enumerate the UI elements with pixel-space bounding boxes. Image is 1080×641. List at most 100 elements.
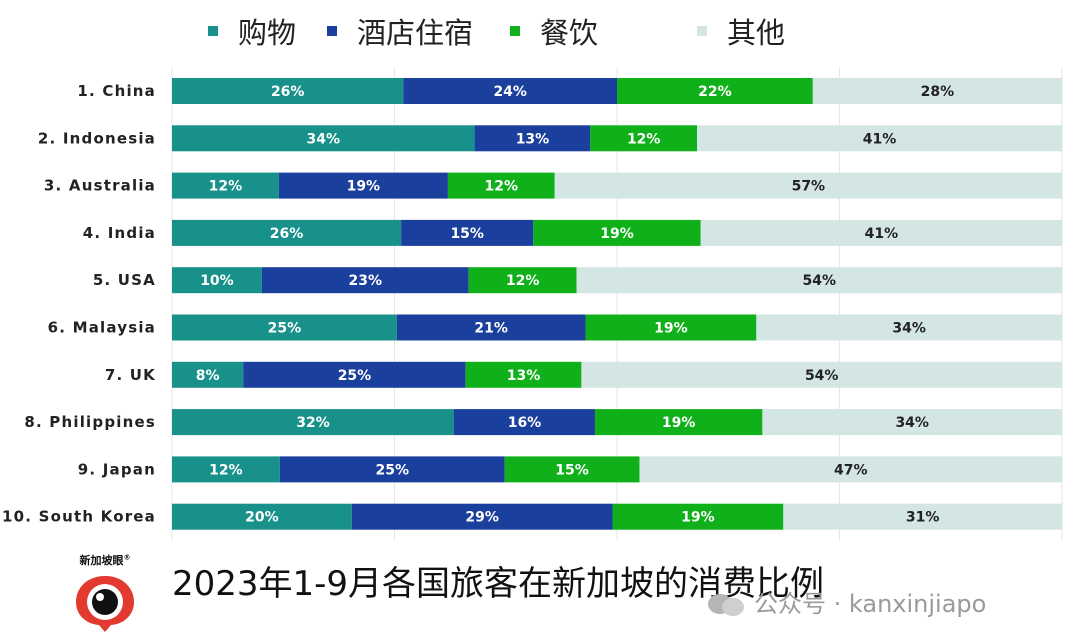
category-label: 5. USA (93, 271, 156, 289)
data-label: 26% (271, 84, 305, 100)
data-label: 24% (493, 84, 527, 100)
data-label: 13% (516, 131, 550, 147)
data-label: 22% (698, 84, 732, 100)
bar-segment (756, 314, 1062, 341)
bar-segment (172, 125, 475, 152)
logo-text: 新加坡眼® (79, 553, 131, 567)
data-label: 21% (474, 321, 508, 337)
bar-segment (279, 456, 505, 483)
legend-swatch (697, 26, 707, 36)
data-label: 15% (555, 462, 589, 478)
bar-segment (172, 314, 397, 341)
watermark: 公众号 · kanxinjiapo (706, 584, 986, 619)
bar-segment (243, 361, 466, 388)
bar-segment (172, 456, 280, 483)
data-label: 19% (681, 510, 715, 526)
data-label: 8% (196, 368, 220, 384)
bar-segment (594, 409, 763, 436)
category-label: 2. Indonesia (38, 129, 156, 147)
bar-segment (590, 125, 698, 152)
wechat-icon (708, 594, 744, 616)
bar-segment (697, 125, 1062, 152)
bar-segment (617, 78, 813, 104)
category-labels: 1. China 2. Indonesia 3. Australia 4. India… (2, 82, 156, 526)
bar-segment (172, 361, 244, 388)
data-label: 12% (485, 179, 519, 195)
data-label: 15% (450, 226, 484, 242)
bar-segment (396, 314, 586, 341)
data-label: 23% (349, 273, 383, 289)
bar-segment (585, 314, 757, 341)
data-label: 12% (209, 462, 243, 478)
bar-segment (403, 78, 617, 104)
bar-segment (278, 172, 448, 199)
data-label: 41% (865, 226, 899, 242)
bar-segment (351, 503, 613, 530)
bar-segment (172, 172, 279, 199)
category-label: 6. Malaysia (48, 319, 156, 337)
bars: 26% 24% 22% 28% 34% 13% 12% 41% 12% 19% 12% 57% 26% 1… (172, 78, 1062, 530)
data-label: 26% (270, 226, 304, 242)
bar-segment (612, 503, 784, 530)
data-label: 12% (506, 273, 540, 289)
bar-segment (172, 409, 454, 436)
data-label: 19% (600, 226, 634, 242)
data-label: 10% (200, 273, 234, 289)
bar-segment (581, 361, 1062, 388)
legend-label: 餐饮 (540, 16, 598, 50)
data-label: 25% (268, 321, 302, 337)
site-logo: 新加坡眼® (72, 552, 138, 632)
legend-label: 其他 (727, 16, 785, 50)
legend-swatch (208, 26, 218, 36)
category-label: 7. UK (105, 366, 156, 384)
category-label: 8. Philippines (24, 413, 156, 431)
bar-segment (504, 456, 640, 483)
bar-segment (812, 78, 1062, 104)
category-label: 1. China (77, 82, 156, 100)
data-label: 47% (834, 462, 868, 478)
bar-segment (172, 219, 402, 246)
category-label: 4. India (83, 224, 156, 242)
category-label: 9. Japan (78, 460, 156, 478)
bar-segment (447, 172, 555, 199)
data-label: 20% (245, 510, 279, 526)
legend-swatch (327, 26, 337, 36)
data-label: 34% (892, 321, 926, 337)
watermark-text: 公众号 · kanxinjiapo (754, 590, 987, 618)
bar-segment (465, 361, 582, 388)
category-label: 10. South Korea (2, 508, 156, 526)
bar-segment (783, 503, 1062, 530)
category-label: 3. Australia (44, 177, 156, 195)
data-label: 34% (895, 415, 929, 431)
bar-segment (576, 267, 1062, 294)
data-label: 54% (805, 368, 839, 384)
data-label: 57% (792, 179, 826, 195)
data-label: 31% (906, 510, 940, 526)
data-label: 25% (375, 462, 409, 478)
legend: 购物 酒店住宿 餐饮 其他 (208, 16, 785, 50)
legend-label: 酒店住宿 (357, 16, 473, 50)
data-label: 19% (347, 179, 381, 195)
data-label: 41% (863, 131, 897, 147)
legend-swatch (510, 26, 520, 36)
bar-segment (474, 125, 591, 152)
data-label: 13% (507, 368, 541, 384)
bar-segment (453, 409, 595, 436)
data-label: 34% (307, 131, 341, 147)
bar-segment (172, 267, 262, 294)
data-label: 16% (508, 415, 542, 431)
bar-segment (700, 219, 1062, 246)
data-label: 19% (662, 415, 696, 431)
data-label: 19% (654, 321, 688, 337)
data-label: 54% (803, 273, 837, 289)
bar-segment (468, 267, 577, 294)
data-label: 29% (465, 510, 499, 526)
bar-segment (172, 503, 352, 530)
legend-label: 购物 (238, 16, 296, 50)
bar-segment (172, 78, 404, 104)
bar-segment (401, 219, 534, 246)
bar-segment (762, 409, 1062, 436)
data-label: 28% (921, 84, 955, 100)
data-label: 32% (296, 415, 330, 431)
logo-mark-icon (76, 576, 134, 632)
